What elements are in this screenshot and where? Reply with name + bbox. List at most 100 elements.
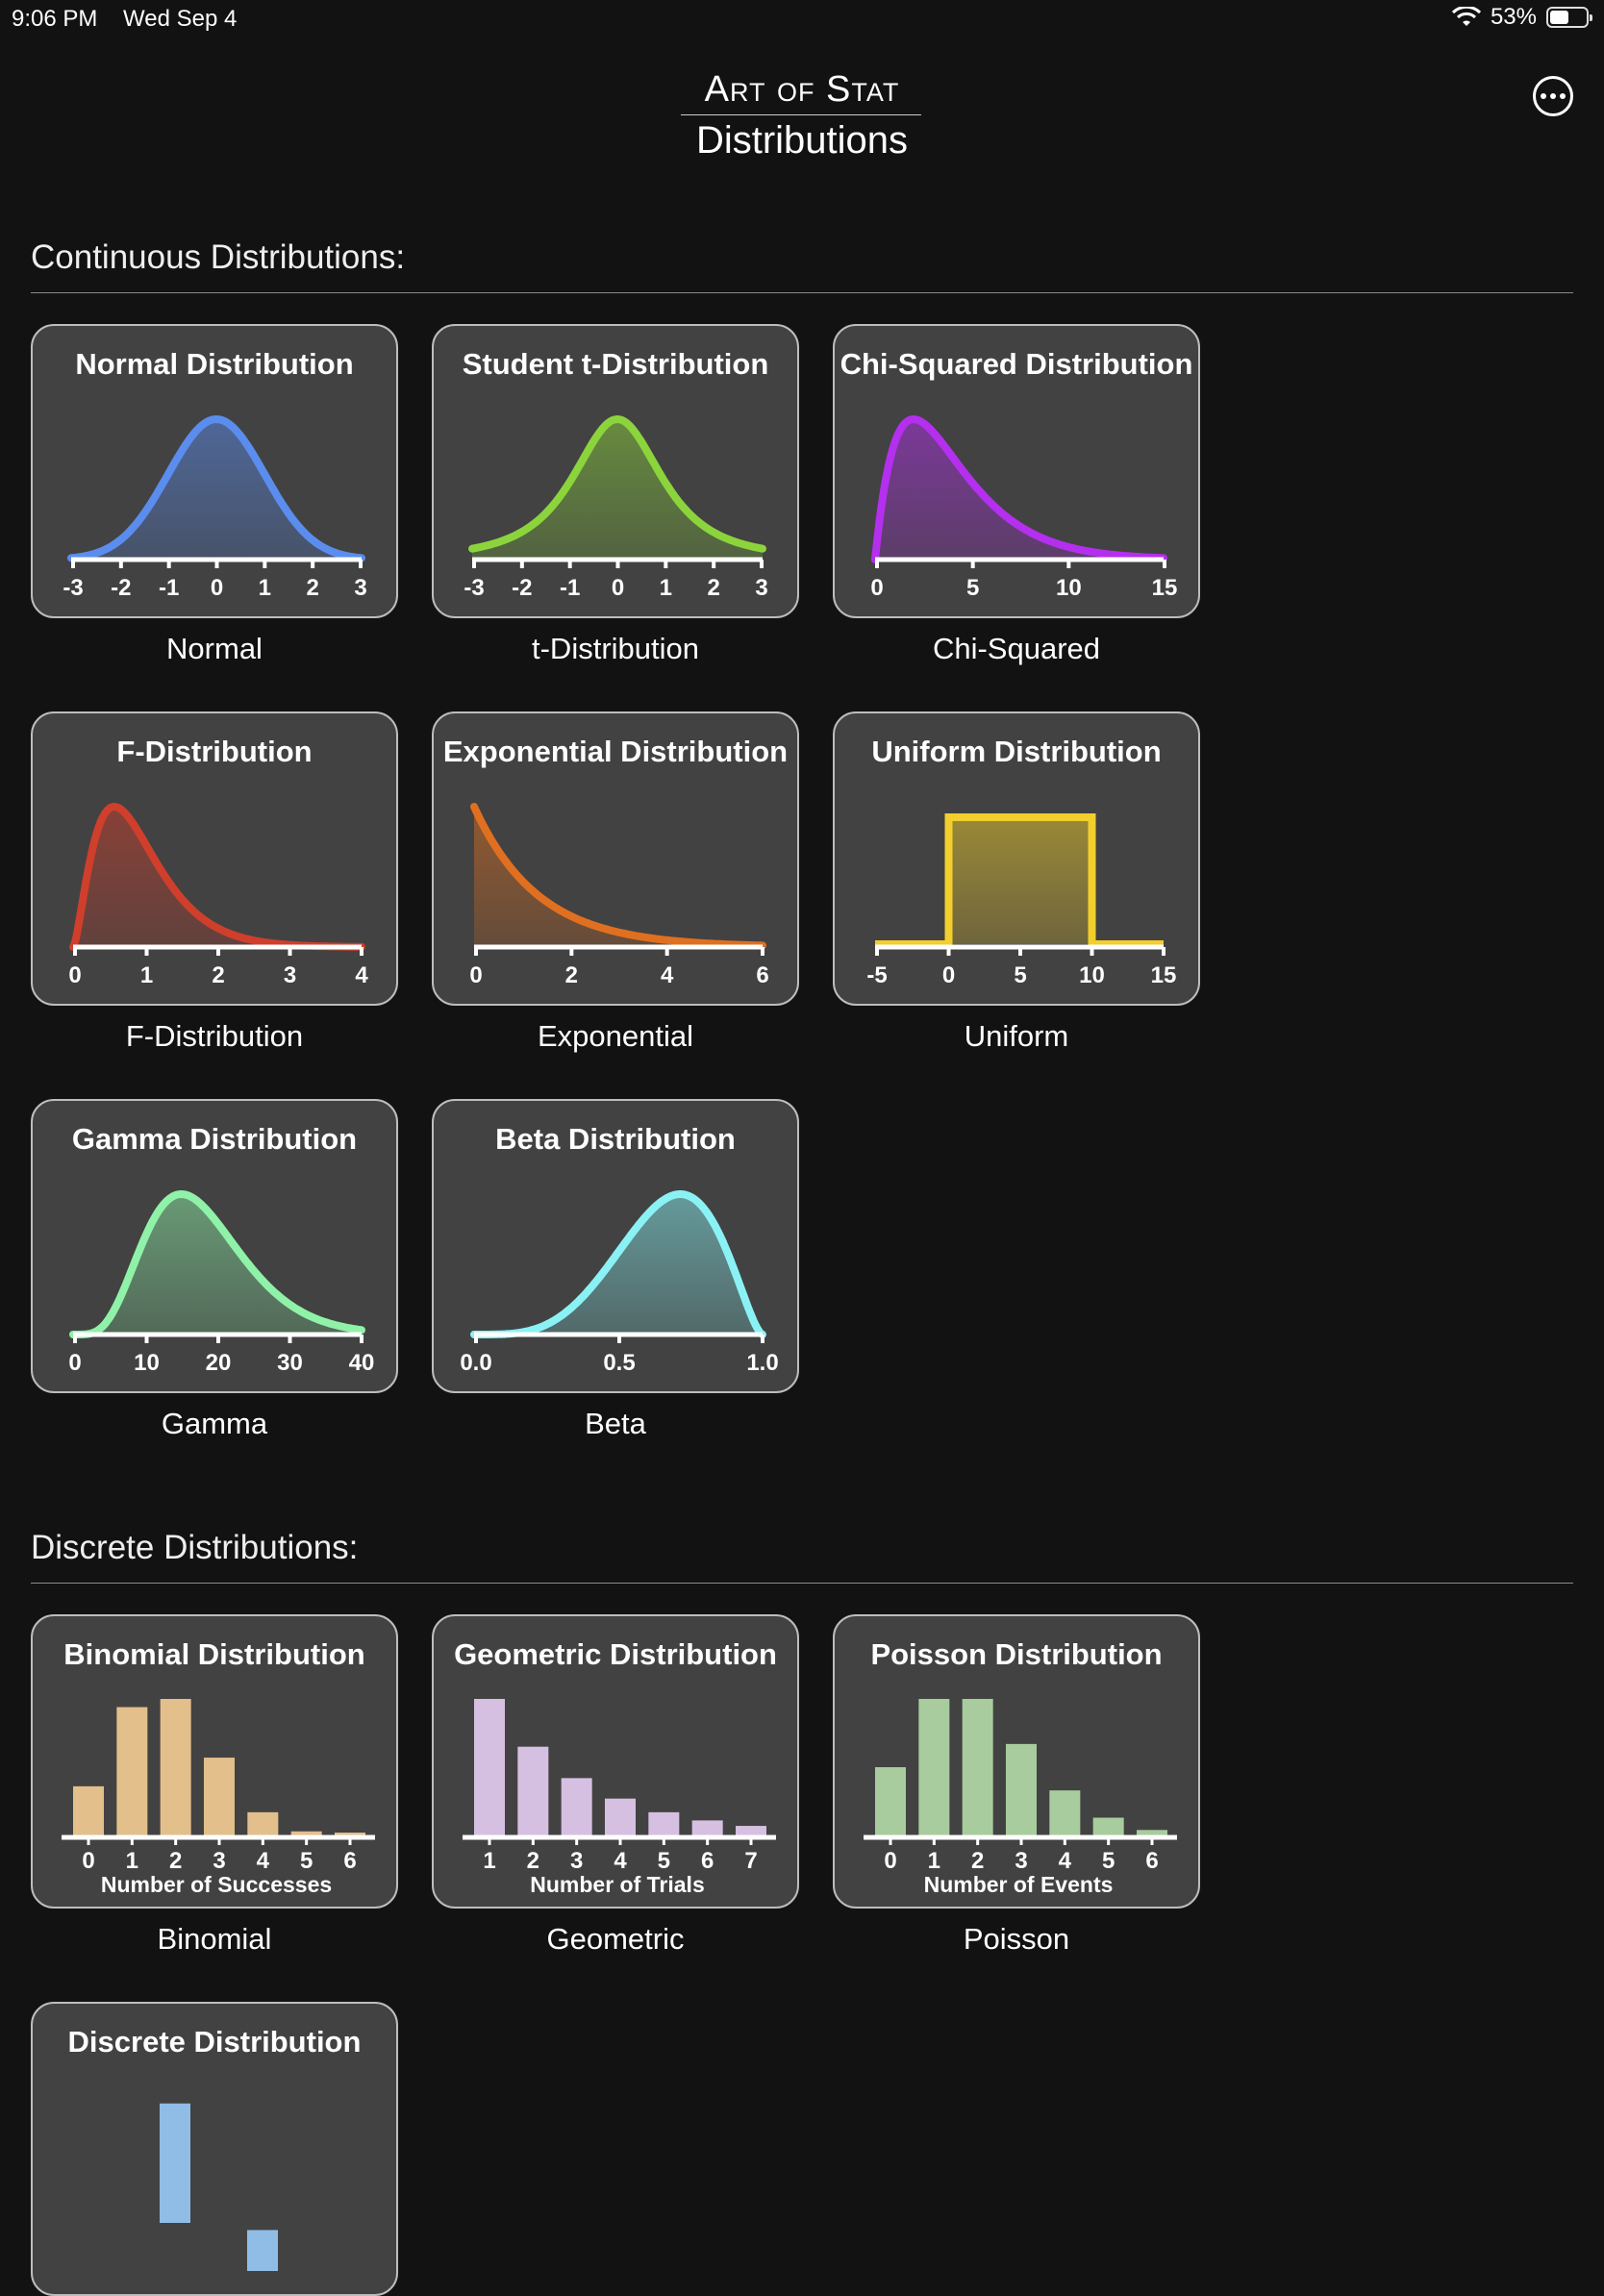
tick-label: 15: [1151, 962, 1177, 988]
tick-label: 0: [870, 575, 883, 601]
tick-label: 1: [140, 962, 153, 988]
card-title: Normal Distribution: [75, 347, 354, 381]
curve-area: [73, 1194, 362, 1335]
bar: [247, 1811, 279, 1835]
uniform-label[interactable]: Uniform: [964, 1019, 1069, 1053]
bar: [474, 1699, 505, 1835]
tick-label: 0: [68, 1350, 81, 1376]
chi-distribution-card[interactable]: 0 5 10 15 Chi-Squared Distribution: [833, 324, 1200, 618]
beta-label[interactable]: Beta: [585, 1407, 646, 1440]
normal-distribution-card[interactable]: -3 -2 -1 0 1 2 3 Normal Distribution: [31, 324, 398, 618]
bar: [1137, 1830, 1167, 1835]
bar: [116, 1707, 148, 1835]
tick-label: 0: [942, 962, 955, 988]
poisson-distribution-card[interactable]: 0 1 2 3 4 5 6 Number of Events Poisson Distribut…: [833, 1614, 1200, 1909]
geometric-label[interactable]: Geometric: [546, 1922, 685, 1956]
tick-label: 10: [1056, 575, 1082, 601]
tick-label: 2: [971, 1848, 984, 1874]
t-label[interactable]: t-Distribution: [532, 632, 699, 665]
bar: [1092, 1817, 1124, 1835]
bar: [875, 1767, 906, 1835]
gamma-label[interactable]: Gamma: [161, 1407, 268, 1440]
card-title: Gamma Distribution: [71, 1122, 358, 1156]
exp-label[interactable]: Exponential: [537, 1019, 693, 1053]
card-title: Exponential Distribution: [442, 735, 789, 768]
tick-label: -1: [560, 575, 580, 601]
axis-title: Number of Events: [924, 1872, 1114, 1897]
tick-label: 1.0: [746, 1350, 778, 1376]
header-divider: [681, 114, 921, 115]
curve-area: [472, 419, 763, 560]
axis-title: Number of Trials: [530, 1872, 704, 1897]
exp-distribution-card[interactable]: 0 2 4 6 Exponential Distribution: [432, 711, 799, 1006]
bar: [517, 1746, 549, 1835]
density-curve: [69, 1190, 365, 1338]
curve-area: [71, 419, 362, 560]
exp-distribution-chart: 0 2 4 6: [469, 803, 769, 988]
tick-label: 6: [343, 1848, 356, 1874]
chi-label[interactable]: Chi-Squared: [932, 632, 1101, 665]
gamma-distribution-card[interactable]: 0 10 20 30 40 Gamma Distribution: [31, 1099, 398, 1393]
bar: [918, 1699, 950, 1835]
tick-label: -2: [512, 575, 532, 601]
tick-label: 40: [349, 1350, 375, 1376]
tick-label: -3: [63, 575, 83, 601]
f-label[interactable]: F-Distribution: [125, 1019, 304, 1053]
tick-label: 5: [300, 1848, 313, 1874]
tick-label: 6: [756, 962, 768, 988]
tick-label: 1: [928, 1848, 940, 1874]
card-title: Student t-Distribution: [462, 347, 769, 381]
tick-label: 0: [68, 962, 81, 988]
tick-label: 3: [284, 962, 296, 988]
tick-label: 1: [126, 1848, 138, 1874]
tick-label: -3: [464, 575, 484, 601]
poisson-label[interactable]: Poisson: [963, 1922, 1070, 1956]
bar: [160, 1699, 191, 1835]
density-curve: [871, 415, 1167, 563]
tick-label: 6: [701, 1848, 714, 1874]
tick-label: -2: [111, 575, 131, 601]
bar: [648, 1811, 680, 1835]
more-options-button[interactable]: [1533, 76, 1573, 116]
binomial-label[interactable]: Binomial: [157, 1922, 272, 1956]
page-title: Distributions: [695, 119, 909, 162]
uniform-distribution-chart: -5 0 5 10 15: [866, 813, 1177, 988]
battery-percent: 53%: [1490, 4, 1537, 30]
tick-label: 2: [306, 575, 318, 601]
tick-label: 0: [884, 1848, 896, 1874]
beta-distribution-card[interactable]: 0.0 0.5 1.0 Beta Distribution: [432, 1099, 799, 1393]
t-distribution-card[interactable]: -3 -2 -1 0 1 2 3 Student t-Distribution: [432, 324, 799, 618]
binomial-distribution-chart: 0 1 2 3 4 5 6 Number of Successes: [62, 1699, 375, 1897]
f-distribution-chart: 0 1 2 3 4: [68, 803, 368, 988]
normal-label[interactable]: Normal: [166, 632, 263, 665]
tick-label: 7: [744, 1848, 757, 1874]
tick-label: 5: [1014, 962, 1026, 988]
card-title: Poisson Distribution: [870, 1637, 1163, 1671]
tick-label: 2: [707, 575, 719, 601]
tick-label: 3: [213, 1848, 225, 1874]
tick-label: 20: [206, 1350, 232, 1376]
tick-label: -1: [159, 575, 179, 601]
chi-distribution-chart: 0 5 10 15: [870, 415, 1177, 601]
bar: [247, 2230, 278, 2271]
f-distribution-card[interactable]: 0 1 2 3 4 F-Distribution: [31, 711, 398, 1006]
tick-label: 1: [660, 575, 672, 601]
section-title-discrete: Discrete Distributions:: [31, 1529, 359, 1566]
tick-label: 4: [661, 962, 674, 988]
t-distribution-chart: -3 -2 -1 0 1 2 3: [464, 415, 768, 601]
tick-label: 5: [1102, 1848, 1115, 1874]
tick-label: 10: [1079, 962, 1105, 988]
tick-label: 0: [82, 1848, 94, 1874]
battery-icon: [1546, 7, 1592, 28]
curve-area: [474, 1194, 763, 1335]
brand-text: Art of Stat: [704, 69, 900, 110]
more-dot-icon: [1541, 93, 1546, 99]
binomial-distribution-card[interactable]: 0 1 2 3 4 5 6 Number of Successes Binomial Distr…: [31, 1614, 398, 1909]
discrete-distribution-card[interactable]: Discrete Distribution: [31, 2002, 398, 2296]
normal-distribution-chart: -3 -2 -1 0 1 2 3: [63, 415, 367, 601]
tick-label: 4: [614, 1848, 627, 1874]
geometric-distribution-card[interactable]: 1 2 3 4 5 6 7 Number of Trials Geometric Distrib…: [432, 1614, 799, 1909]
card-title: Chi-Squared Distribution: [840, 347, 1193, 381]
poisson-distribution-chart: 0 1 2 3 4 5 6 Number of Events: [864, 1699, 1177, 1897]
uniform-distribution-card[interactable]: -5 0 5 10 15 Uniform Distribution: [833, 711, 1200, 1006]
